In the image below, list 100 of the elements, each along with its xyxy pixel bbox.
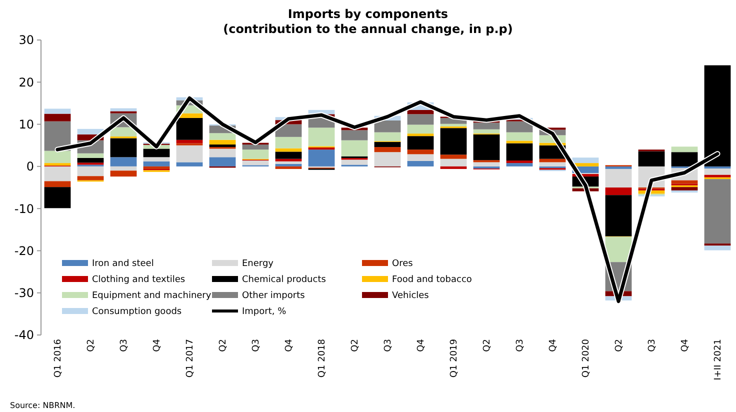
x-tick-label: Q2 [350,339,360,352]
bar [209,140,236,145]
bar [308,128,335,146]
bar [440,166,467,169]
bar [143,148,170,158]
bar [605,188,632,196]
legend-label: Energy [242,259,274,270]
y-tick-label: 10 [18,117,34,132]
bar [638,151,665,166]
bar [671,152,698,166]
bar [374,152,401,166]
bar [374,120,401,132]
bar [275,166,302,169]
bar [275,136,302,148]
legend-label: Consumption goods [92,307,182,318]
x-tick-label: Q3 [252,339,262,352]
bar [704,166,731,169]
x-tick-label: Q3 [648,339,658,352]
x-tick-label: Q1 2019 [450,338,460,378]
bar [176,162,203,166]
source-note: Source: NBRNM. [10,401,76,410]
legend-label: Food and tobacco [392,275,472,286]
bar [407,110,434,114]
legend-label: Equipment and machinery [92,291,212,302]
bar [242,150,269,159]
bar [506,143,533,161]
bar [44,150,71,164]
y-tick-label: -20 [14,244,34,258]
bar [407,150,434,154]
bar [407,124,434,134]
bar [704,174,731,178]
bar [341,160,368,165]
bar [44,114,71,122]
bar [605,195,632,236]
bar [44,181,71,188]
bar [704,179,731,244]
legend-label: Clothing and textiles [92,275,186,286]
bar [44,166,71,182]
bar [704,246,731,250]
bar [110,170,137,177]
x-tick-label: Q4 [416,338,426,352]
bar [440,158,467,166]
bar [473,129,500,134]
bar [44,163,71,166]
bar [110,166,137,171]
x-tick-label: Q2 [218,339,228,352]
bar [374,132,401,142]
x-tick-label: Q3 [384,339,394,352]
bar [275,164,302,166]
y-tick-label: -10 [14,202,34,216]
bar [605,166,632,169]
x-tick-label: Q1 2016 [54,338,64,378]
y-tick-label: -40 [14,328,34,342]
bar [506,160,533,164]
x-tick-label: Q2 [614,339,624,352]
x-tick-label: Q4 [548,338,558,352]
legend-label: Iron and steel [92,259,154,270]
bar [407,160,434,166]
bar [440,154,467,159]
bar [209,148,236,158]
bar [407,134,434,136]
bar [506,140,533,144]
bar [209,157,236,166]
legend-label: Ores [392,259,414,270]
bar [572,158,599,164]
bar [374,142,401,148]
bar [77,166,104,176]
y-tick-label: 30 [18,33,34,48]
bar [308,147,335,150]
bar [44,108,71,114]
bar [110,157,137,166]
bar [539,162,566,166]
bar [110,138,137,158]
x-tick-label: Q4 [680,338,690,352]
x-tick-label: Q3 [120,339,130,352]
bar [176,118,203,140]
bar [77,153,104,158]
bar [275,152,302,159]
bar [44,187,71,208]
bar [143,161,170,166]
x-tick-label: Q3 [516,339,526,352]
x-tick-label: Q1 2020 [582,338,592,378]
chart-subtitle: (contribution to the annual change, in p.p) [223,22,513,36]
bar [440,128,467,155]
legend-label: Import, % [242,307,287,318]
x-tick-label: Q1 2017 [186,339,196,378]
x-tick-label: Q4 [152,338,162,352]
bar [605,168,632,188]
bar [143,157,170,162]
bar [143,166,170,169]
bar [242,144,269,150]
bar [308,150,335,166]
x-tick-label: Q4 [284,338,294,352]
y-tick-label: 0 [26,160,34,174]
bar [440,124,467,126]
x-tick-label: Q2 [482,339,492,352]
bar [506,132,533,141]
bar [671,190,698,193]
bar [473,162,500,166]
legend-label: Chemical products [242,275,326,286]
